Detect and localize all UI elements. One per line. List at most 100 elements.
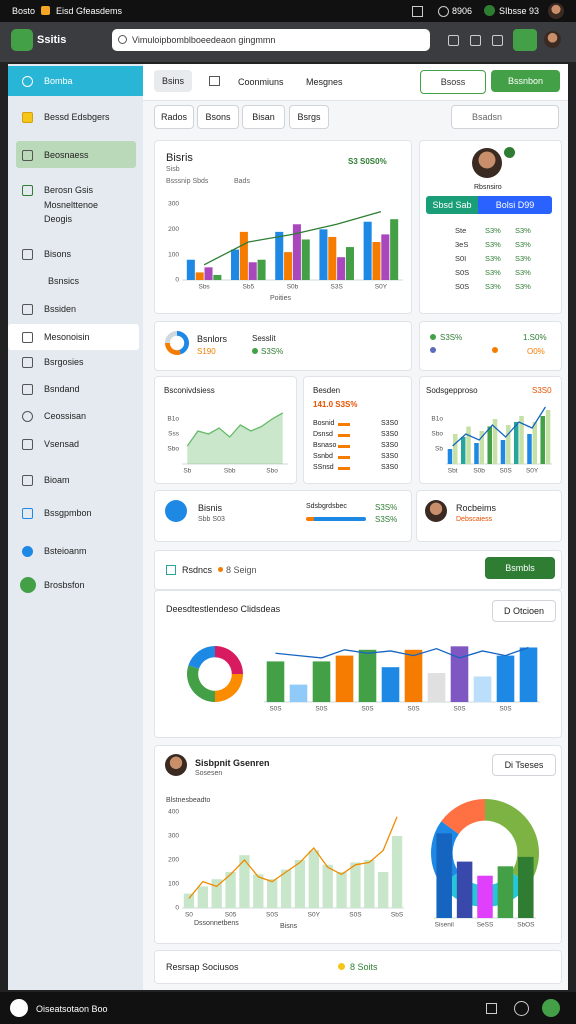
x-tick-label: Sisenil xyxy=(435,922,455,929)
bottom-icon[interactable] xyxy=(486,1003,497,1014)
x-tick-label: S0Y xyxy=(308,912,321,919)
bar xyxy=(518,856,534,918)
avatar xyxy=(165,754,187,776)
sidebar-label: Bsndand xyxy=(44,384,80,394)
card-subtitle: Sosesen xyxy=(195,770,223,777)
sidebar-item[interactable]: Bisons xyxy=(22,249,71,260)
sidebar-item[interactable]: Bsndand xyxy=(22,384,80,395)
filter-chip[interactable]: Bsons xyxy=(197,105,239,129)
sidebar-subitem[interactable]: Mosnelttenoe xyxy=(44,200,99,210)
profile-cell: S0S xyxy=(455,282,470,291)
bar xyxy=(519,416,524,464)
sidebar-label: Bssgpmbon xyxy=(44,508,92,518)
axis-label: Dssonnetbens xyxy=(194,920,239,927)
x-tick-label: Sbb xyxy=(224,468,236,475)
sidebar-item[interactable]: Bssiden xyxy=(22,304,77,315)
sidebar-item[interactable]: Ceossisan xyxy=(22,411,86,422)
sidebar-item[interactable]: Berosn Gsis xyxy=(22,185,93,196)
filter-chip[interactable]: Bisan xyxy=(242,105,285,129)
sidebar-item[interactable]: Mesonoisin xyxy=(22,332,90,343)
tab[interactable]: Bsins xyxy=(154,70,192,92)
bar xyxy=(378,872,389,908)
card-value: S3S0 xyxy=(532,386,552,395)
bar xyxy=(350,862,361,908)
profile-tag[interactable]: Sbsd Sab xyxy=(426,196,478,214)
x-tick-label: S0S xyxy=(315,706,328,713)
bar xyxy=(231,249,240,280)
bar xyxy=(308,850,319,908)
bar xyxy=(294,860,306,908)
sidebar-highlight xyxy=(16,141,136,168)
sidebar-item[interactable]: Bomba xyxy=(22,76,73,87)
sidebar-item[interactable]: Beosnaess xyxy=(22,150,89,161)
bar xyxy=(447,449,453,464)
bar xyxy=(301,239,310,280)
profile-cell: Ste xyxy=(455,226,467,235)
line xyxy=(186,412,284,447)
bar xyxy=(500,440,506,464)
toolbar-icon[interactable] xyxy=(470,35,481,46)
card xyxy=(419,321,562,371)
header-button[interactable]: Bsoss xyxy=(420,70,486,94)
bar xyxy=(453,434,458,464)
bar xyxy=(186,259,195,280)
sidebar-item[interactable]: Bsteioanm xyxy=(22,546,87,557)
tab[interactable]: Mesgnes xyxy=(306,77,343,87)
search-field[interactable]: Bsadsn xyxy=(451,105,559,129)
toolbar-button[interactable]: Bsmbls xyxy=(485,557,555,579)
sidebar-label: Bessd Edsbgers xyxy=(44,112,110,122)
sidebar-item[interactable]: Vsensad xyxy=(22,439,79,450)
y-tick-label: 200 xyxy=(168,857,179,864)
bar xyxy=(527,434,532,464)
pie-slice xyxy=(215,646,243,674)
address-bar[interactable] xyxy=(112,29,430,51)
bar xyxy=(336,872,347,908)
pie-slice xyxy=(188,646,215,669)
bar xyxy=(506,425,511,464)
bar xyxy=(284,252,293,280)
header-button[interactable]: Bssnbon xyxy=(491,70,560,92)
app-logo[interactable] xyxy=(11,29,33,51)
toolbar-button[interactable] xyxy=(513,29,537,51)
bottom-icon[interactable] xyxy=(514,1001,529,1016)
bottom-icon[interactable] xyxy=(542,999,560,1017)
bar xyxy=(267,879,278,908)
app-icon[interactable] xyxy=(10,999,28,1017)
sidebar-item[interactable]: Bsrgosies xyxy=(22,357,84,368)
sidebar-item[interactable]: Bessd Edsbgers xyxy=(22,112,110,123)
bar-chart: 0 100 200 300 Sbs Sb5 S0b S3S S0Y xyxy=(168,201,403,291)
status-dot xyxy=(218,567,223,572)
dropdown[interactable]: D Otcioen xyxy=(492,600,556,622)
tab[interactable]: Coonmiuns xyxy=(238,77,284,87)
bar xyxy=(391,836,403,908)
filter-chip[interactable]: Bsrgs xyxy=(289,105,329,129)
filter-chip[interactable]: Rados xyxy=(154,105,194,129)
toolbar-icon[interactable] xyxy=(448,35,459,46)
sidebar-label: Bssiden xyxy=(44,304,77,314)
app-name: Ssitis xyxy=(37,34,67,46)
avatar xyxy=(548,3,564,19)
person-name: Rocbeims xyxy=(456,503,497,513)
toolbar-icon[interactable] xyxy=(492,35,503,46)
bar xyxy=(372,242,381,280)
dropdown[interactable]: Di Tseses xyxy=(492,754,556,776)
list-label: Bosnid xyxy=(313,420,335,427)
sidebar-item[interactable]: Brosbsfon xyxy=(20,577,85,593)
sidebar-subitem[interactable]: Deogis xyxy=(44,214,73,224)
profile-cell: 3eS xyxy=(455,240,469,249)
stat-change: 1.S0% xyxy=(523,333,547,342)
sidebar-item[interactable]: Bioam xyxy=(22,475,70,486)
sidebar-subitem[interactable]: Bsnsics xyxy=(48,276,80,286)
toolbar-icon xyxy=(166,565,176,575)
sidebar-item[interactable]: Bssgpmbon xyxy=(22,508,92,519)
bar xyxy=(248,262,257,280)
bar xyxy=(239,231,248,280)
bar xyxy=(364,860,375,908)
line xyxy=(203,210,382,266)
avatar[interactable] xyxy=(544,31,561,48)
profile-tag[interactable]: Bolsi D99 xyxy=(478,196,552,214)
search-icon xyxy=(118,35,127,44)
list-label: Dsnsd xyxy=(313,431,333,438)
card xyxy=(154,376,297,484)
bar xyxy=(363,221,372,280)
